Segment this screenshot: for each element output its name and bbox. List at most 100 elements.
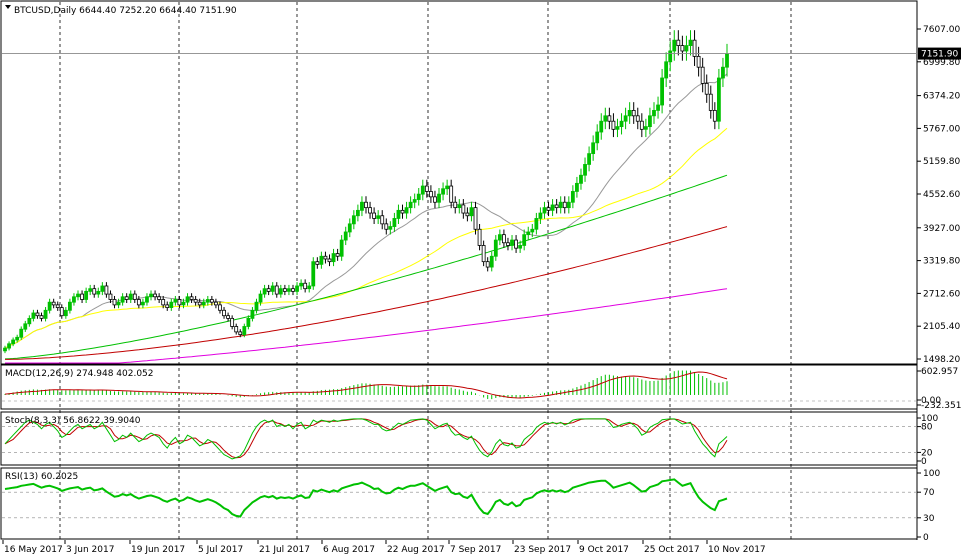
candle-body: [35, 312, 40, 317]
date-tick-label: 5 Jul 2017: [198, 545, 243, 555]
candle-body: [696, 55, 701, 68]
candle-body: [197, 301, 202, 306]
ma-line: [5, 226, 728, 360]
candle-body: [546, 207, 551, 211]
candle-body: [246, 317, 251, 327]
candle-body: [72, 296, 76, 303]
candle-body: [100, 285, 105, 292]
candle-body: [76, 293, 80, 298]
candle-body: [404, 207, 409, 214]
candle-body: [384, 223, 389, 230]
candle-body: [688, 39, 693, 46]
rsi-line: [4, 478, 728, 518]
candle-body: [376, 215, 381, 219]
date-tick-label: 6 Aug 2017: [323, 545, 375, 555]
candle-body: [209, 299, 214, 303]
candle-body: [189, 296, 194, 300]
candle-body: [712, 110, 717, 122]
candle-body: [278, 288, 283, 295]
candle-body: [700, 66, 705, 84]
date-tick-label: 10 Nov 2017: [708, 545, 766, 555]
candle-body: [287, 288, 291, 292]
candle-body: [185, 296, 190, 303]
candle-body: [149, 293, 153, 298]
price-tick-label: 6999.80: [923, 58, 960, 68]
candle-body: [319, 255, 324, 265]
rsi-panel: [0, 467, 918, 540]
candle-body: [351, 215, 356, 225]
candle-body: [721, 66, 725, 79]
candle-body: [347, 223, 352, 233]
date-tick-label: 25 Oct 2017: [644, 545, 700, 555]
candle-body: [461, 204, 466, 214]
price-tick-label: 3927.00: [923, 224, 960, 234]
candle-body: [684, 45, 689, 52]
price-tick-label: 2105.40: [923, 322, 960, 332]
candle-body: [104, 285, 109, 295]
candle-body: [177, 299, 182, 306]
candle-body: [570, 191, 575, 203]
candle-body: [534, 218, 539, 230]
candle-body: [485, 261, 490, 268]
stoch-tick-label: 80: [921, 423, 933, 433]
candles: [3, 30, 729, 354]
candle-body: [388, 226, 393, 230]
candle-body: [575, 182, 579, 192]
candle-body: [364, 201, 368, 209]
candle-body: [522, 234, 527, 246]
date-tick-label: 16 May 2017: [4, 545, 63, 555]
stoch-panel: [0, 411, 918, 466]
candle-body: [380, 215, 385, 225]
candle-body: [27, 317, 32, 325]
candle-body: [96, 290, 101, 295]
rsi-tick-label: 70: [923, 488, 935, 498]
candle-body: [193, 299, 198, 303]
candle-body: [15, 336, 20, 341]
candle-body: [554, 204, 559, 209]
candle-body: [84, 290, 89, 300]
candle-body: [266, 288, 271, 292]
candle-body: [360, 201, 364, 211]
candle-body: [3, 347, 7, 352]
chart-title: BTCUSD,Daily 6644.40 7252.20 6644.40 715…: [14, 6, 237, 16]
macd-tick-label: -232.351: [921, 401, 961, 411]
candle-body: [250, 309, 255, 319]
candle-body: [355, 209, 360, 217]
candle-body: [635, 115, 640, 122]
candle-body: [173, 299, 178, 303]
candle-body: [31, 312, 36, 319]
price-tick-label: 5767.00: [923, 124, 960, 134]
candle-body: [648, 115, 652, 128]
candle-body: [230, 317, 235, 327]
candle-body: [274, 285, 279, 295]
candle-body: [136, 299, 141, 306]
candle-body: [615, 126, 620, 130]
candle-body: [680, 45, 685, 52]
macd-title: MACD(12,26,9) 274.948 402.052: [5, 369, 154, 379]
candle-body: [493, 239, 498, 257]
candle-body: [416, 193, 421, 200]
candle-body: [672, 39, 677, 52]
candle-body: [676, 39, 681, 46]
price-tick-label: 5159.80: [923, 157, 960, 167]
current-price-box: [918, 47, 961, 60]
candle-body: [489, 255, 494, 268]
price-tick-label: 1498.20: [923, 355, 960, 365]
candle-body: [331, 253, 336, 263]
date-tick-label: 3 Jun 2017: [66, 545, 114, 555]
candle-body: [469, 207, 474, 217]
candle-body: [428, 191, 433, 198]
candle-body: [481, 245, 486, 263]
candle-body: [372, 212, 377, 219]
candle-body: [579, 174, 583, 184]
candle-body: [643, 126, 648, 130]
price-tick-label: 3319.80: [923, 257, 960, 267]
candle-body: [295, 285, 299, 292]
collapse-arrow-icon[interactable]: [5, 5, 11, 9]
candle-body: [335, 253, 340, 257]
candle-body: [664, 61, 669, 79]
candle-body: [587, 153, 591, 165]
candle-body: [92, 288, 97, 295]
candle-body: [116, 301, 121, 306]
